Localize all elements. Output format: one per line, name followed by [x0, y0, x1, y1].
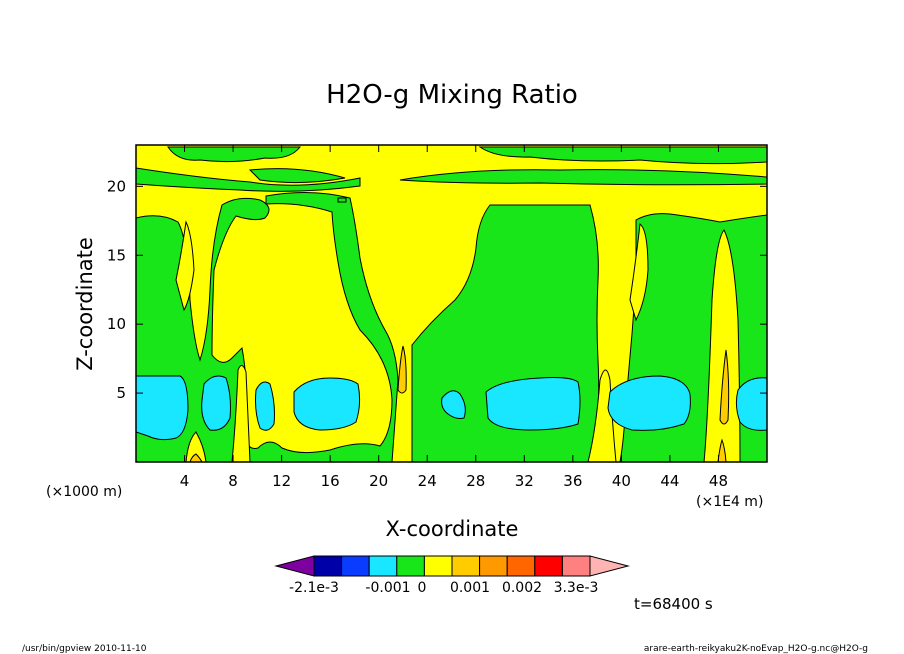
- colorbar: [274, 555, 630, 577]
- y-tick-label: 20: [107, 177, 126, 195]
- yellow-column-3: [587, 369, 617, 462]
- y-tick-label: 15: [107, 246, 126, 264]
- colorbar-labels: -2.1e-3 -0.001 0 0.001 0.002 3.3e-3: [289, 580, 598, 596]
- colorbar-tick-label: 3.3e-3: [554, 580, 599, 596]
- cyan-blob-7: [607, 375, 691, 431]
- yellow-tongue-left: [175, 220, 195, 312]
- x-tick-label: 4: [180, 472, 190, 490]
- yellow-tongue-right: [629, 223, 649, 322]
- colorbar-tick-label: -2.1e-3: [289, 580, 339, 596]
- chart-title: H2O-g Mixing Ratio: [326, 80, 578, 110]
- yellow-column-1: [185, 431, 207, 462]
- colorbar-segment: [561, 555, 591, 577]
- colorbar-tick-label: 0.001: [450, 580, 490, 596]
- yellow-column-2: [231, 365, 251, 462]
- contour-field: [136, 145, 767, 462]
- cyan-blob-3: [255, 381, 275, 431]
- y-axis-title: Z-coordinate: [73, 237, 97, 371]
- colorbar-segment: [313, 555, 343, 577]
- orange-streak-1: [397, 345, 407, 394]
- orange-streak-2: [719, 349, 730, 425]
- x-unit-right: (×1E4 m): [696, 494, 763, 510]
- cyan-blob-6: [485, 377, 581, 431]
- footer-left: /usr/bin/gpview 2010-11-10: [22, 644, 147, 654]
- upper-green-band-left: [136, 167, 361, 192]
- x-unit-left: (×1000 m): [46, 484, 122, 500]
- y-axis-ticks: 5 10 15 20: [107, 177, 767, 402]
- colorbar-tick-label: 0.002: [502, 580, 542, 596]
- colorbar-segment: [534, 555, 563, 577]
- colorbar-over-arrow: [589, 555, 630, 577]
- upper-green-pocket-3: [248, 168, 346, 184]
- upper-green-pocket-1: [167, 146, 302, 163]
- x-tick-label: 12: [272, 472, 291, 490]
- time-label: t=68400 s: [634, 595, 713, 613]
- colorbar-tick-label: -0.001: [365, 580, 410, 596]
- x-tick-label: 24: [418, 472, 437, 490]
- y-tick-label: 5: [116, 384, 126, 402]
- x-axis-title: X-coordinate: [386, 517, 519, 541]
- x-tick-label: 44: [660, 472, 679, 490]
- upper-green-band-right: [399, 169, 767, 186]
- tiny-green-pocket: [337, 197, 347, 203]
- x-axis-ticks: 4 8 12 16 20 24 28 32 36 40 44 48: [180, 145, 728, 490]
- x-tick-label: 32: [515, 472, 534, 490]
- x-tick-label: 28: [466, 472, 485, 490]
- orange-streak-4: [189, 453, 203, 462]
- colorbar-segment: [341, 555, 370, 577]
- colorbar-segment: [451, 555, 481, 577]
- cyan-blob-2: [201, 375, 231, 431]
- yellow-column-4: [703, 229, 741, 462]
- x-tick-label: 8: [228, 472, 238, 490]
- colorbar-under-arrow: [274, 555, 315, 577]
- plot-frame: [135, 144, 768, 463]
- x-tick-label: 16: [321, 472, 340, 490]
- cyan-blob-4: [293, 377, 361, 431]
- colorbar-tick-label: 0: [418, 580, 427, 596]
- cyan-blob-5: [441, 390, 466, 419]
- colorbar-segment: [479, 555, 508, 577]
- upper-green-pocket-2: [478, 146, 767, 165]
- y-tick-label: 10: [107, 315, 126, 333]
- x-tick-label: 36: [563, 472, 582, 490]
- x-tick-label: 40: [612, 472, 631, 490]
- x-tick-label: 48: [709, 472, 728, 490]
- colorbar-segment: [396, 555, 425, 577]
- cyan-blob-1: [136, 375, 189, 441]
- footer-right: arare-earth-reikyaku2K-noEvap_H2O-g.nc@H…: [644, 644, 868, 654]
- cyan-blob-8: [735, 377, 767, 431]
- colorbar-segment: [506, 555, 536, 577]
- colorbar-segment: [423, 555, 453, 577]
- x-tick-label: 20: [369, 472, 388, 490]
- colorbar-segment: [368, 555, 398, 577]
- orange-streak-3: [717, 438, 727, 462]
